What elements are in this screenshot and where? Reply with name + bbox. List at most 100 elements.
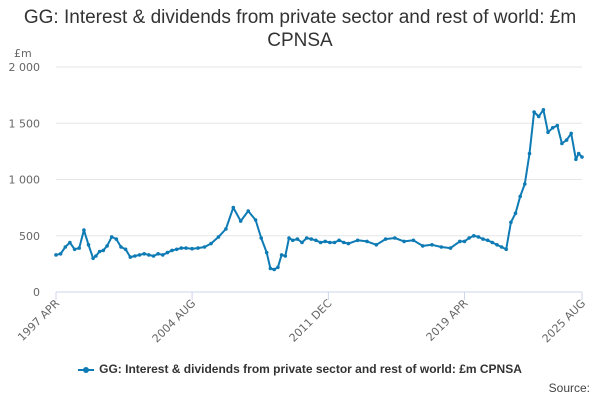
- data-point[interactable]: [119, 245, 123, 249]
- data-point[interactable]: [337, 238, 341, 243]
- data-point[interactable]: [518, 194, 522, 199]
- data-point[interactable]: [580, 155, 584, 159]
- data-point[interactable]: [509, 220, 513, 225]
- data-point[interactable]: [536, 114, 541, 119]
- data-point[interactable]: [209, 241, 213, 246]
- data-point[interactable]: [569, 131, 573, 136]
- data-point[interactable]: [472, 234, 476, 238]
- data-point[interactable]: [82, 228, 86, 232]
- data-point[interactable]: [342, 240, 346, 245]
- data-point[interactable]: [420, 244, 425, 248]
- data-point[interactable]: [86, 243, 91, 247]
- data-point[interactable]: [309, 237, 314, 241]
- data-point[interactable]: [190, 246, 194, 251]
- data-point[interactable]: [133, 254, 137, 258]
- data-point[interactable]: [295, 237, 300, 241]
- data-point[interactable]: [328, 240, 332, 245]
- data-point[interactable]: [346, 241, 351, 246]
- data-point[interactable]: [402, 239, 406, 244]
- data-point[interactable]: [179, 246, 184, 250]
- data-point[interactable]: [101, 248, 106, 253]
- data-point[interactable]: [246, 209, 250, 213]
- data-point[interactable]: [332, 240, 337, 245]
- data-point[interactable]: [72, 247, 77, 252]
- data-point[interactable]: [541, 108, 546, 112]
- data-point[interactable]: [555, 123, 560, 128]
- data-point[interactable]: [196, 246, 200, 250]
- data-point[interactable]: [532, 110, 536, 114]
- data-point[interactable]: [393, 236, 397, 240]
- data-point[interactable]: [151, 254, 156, 258]
- data-point[interactable]: [411, 238, 416, 243]
- data-point[interactable]: [576, 151, 581, 156]
- data-point[interactable]: [224, 227, 228, 231]
- data-point[interactable]: [287, 236, 291, 240]
- data-point[interactable]: [54, 253, 58, 257]
- data-point[interactable]: [365, 239, 369, 244]
- data-point[interactable]: [560, 141, 564, 146]
- data-point[interactable]: [259, 236, 264, 240]
- data-point[interactable]: [290, 238, 295, 243]
- data-point[interactable]: [318, 240, 323, 245]
- data-point[interactable]: [253, 218, 258, 222]
- data-point[interactable]: [97, 249, 102, 254]
- data-point[interactable]: [504, 247, 509, 252]
- data-point[interactable]: [383, 237, 388, 241]
- data-point[interactable]: [123, 247, 128, 252]
- data-point[interactable]: [323, 239, 328, 244]
- data-point[interactable]: [137, 253, 142, 257]
- data-point[interactable]: [156, 252, 160, 256]
- data-point[interactable]: [490, 240, 495, 245]
- data-point[interactable]: [481, 237, 485, 241]
- data-point[interactable]: [165, 250, 170, 255]
- data-point[interactable]: [467, 236, 471, 240]
- data-point[interactable]: [77, 246, 81, 250]
- data-point[interactable]: [546, 130, 550, 135]
- data-point[interactable]: [314, 238, 318, 243]
- data-point[interactable]: [374, 243, 379, 247]
- data-point[interactable]: [268, 266, 273, 271]
- legend[interactable]: GG: Interest & dividends from private se…: [0, 362, 600, 376]
- data-point[interactable]: [523, 182, 527, 186]
- data-point[interactable]: [300, 240, 304, 245]
- data-point[interactable]: [105, 244, 109, 248]
- data-point[interactable]: [476, 235, 481, 239]
- data-point[interactable]: [202, 245, 207, 249]
- data-point[interactable]: [564, 138, 569, 142]
- data-point[interactable]: [161, 253, 165, 257]
- data-point[interactable]: [238, 219, 243, 223]
- data-point[interactable]: [462, 239, 467, 244]
- data-point[interactable]: [231, 205, 236, 210]
- data-point[interactable]: [264, 250, 269, 255]
- data-point[interactable]: [94, 254, 98, 258]
- data-point[interactable]: [128, 255, 133, 259]
- data-point[interactable]: [170, 248, 174, 253]
- data-point[interactable]: [91, 256, 95, 261]
- data-point[interactable]: [513, 211, 518, 216]
- data-point[interactable]: [142, 252, 146, 256]
- data-point[interactable]: [109, 235, 114, 239]
- data-point[interactable]: [63, 245, 68, 249]
- data-point[interactable]: [527, 151, 532, 156]
- data-point[interactable]: [174, 247, 179, 252]
- data-point[interactable]: [272, 267, 277, 272]
- data-point[interactable]: [485, 238, 490, 243]
- data-point[interactable]: [355, 238, 360, 243]
- data-point[interactable]: [68, 240, 72, 245]
- data-point[interactable]: [216, 235, 221, 239]
- data-point[interactable]: [276, 265, 280, 270]
- data-point[interactable]: [279, 253, 284, 257]
- data-point[interactable]: [184, 246, 188, 250]
- data-point[interactable]: [283, 254, 288, 258]
- data-point[interactable]: [574, 157, 578, 162]
- data-point[interactable]: [430, 243, 434, 247]
- data-point[interactable]: [147, 253, 151, 257]
- data-point[interactable]: [304, 236, 309, 240]
- data-point[interactable]: [448, 246, 453, 250]
- data-point[interactable]: [495, 243, 499, 247]
- data-point[interactable]: [114, 237, 119, 241]
- data-point[interactable]: [58, 252, 63, 256]
- data-point[interactable]: [439, 245, 444, 249]
- data-point[interactable]: [550, 126, 555, 130]
- data-point[interactable]: [458, 239, 462, 244]
